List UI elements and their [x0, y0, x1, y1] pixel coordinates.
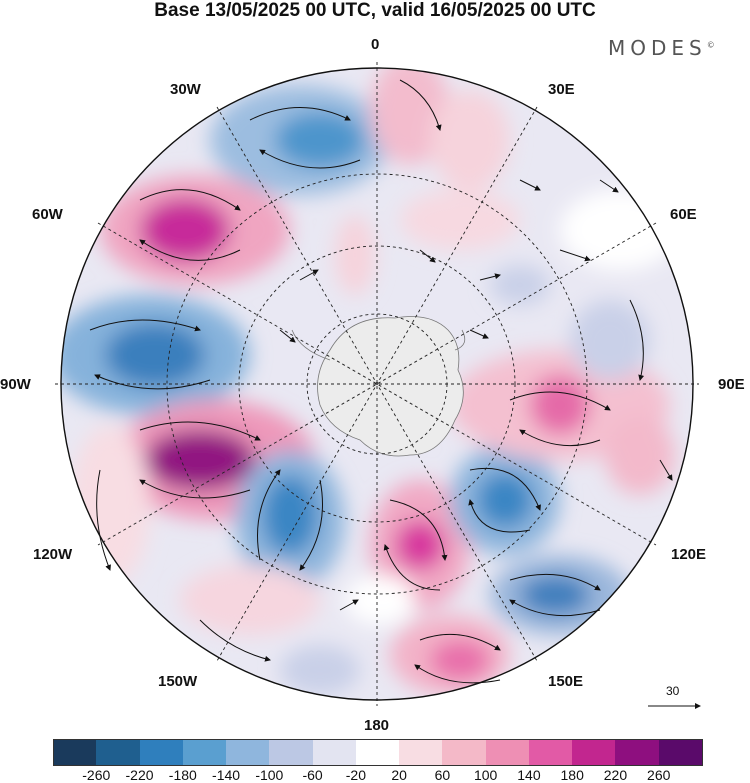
- colorbar-tick-label: 180: [560, 767, 584, 783]
- colorbar-segment: [53, 739, 98, 766]
- lon-label-120e: 120E: [671, 546, 707, 563]
- colorbar-segment: [312, 739, 357, 766]
- colorbar-segment: [182, 739, 227, 766]
- lon-label-150w: 150W: [158, 673, 198, 690]
- colorbar-tick-label: -100: [255, 767, 284, 783]
- colorbar-segment: [572, 739, 616, 766]
- wind-vectors: [89, 79, 673, 684]
- brand-name: MODES: [608, 36, 707, 60]
- colorbar-segment: [485, 739, 530, 766]
- colorbar-segment: [96, 739, 141, 766]
- colorbar-segment: [615, 739, 660, 766]
- lon-label-120w: 120W: [33, 546, 73, 563]
- colorbar-segment: [442, 739, 487, 766]
- map-title: Base 13/05/2025 00 UTC, valid 16/05/2025…: [154, 0, 596, 21]
- lon-label-60w: 60W: [32, 206, 63, 223]
- colorbar-tick-label: -140: [212, 767, 241, 783]
- map-boundary: [60, 67, 694, 701]
- lon-label-60e: 60E: [670, 206, 697, 223]
- colorbar-segment: [528, 739, 573, 766]
- lon-label-180: 180: [364, 717, 390, 734]
- brand-logo: MODES©: [608, 36, 715, 60]
- colorbar-segment: [269, 739, 314, 766]
- lon-label-150e: 150E: [548, 673, 584, 690]
- colorbar-tick-label: 260: [647, 767, 671, 783]
- colorbar-tick-label: 20: [391, 767, 407, 783]
- colorbar-tick-label: -260: [82, 767, 111, 783]
- colorbar-segment: [355, 739, 400, 766]
- colorbar-segment: [399, 739, 443, 766]
- antarctica-land: [291, 316, 466, 457]
- lon-label-30w: 30W: [170, 81, 201, 98]
- colorbar-tick-label: 60: [434, 767, 451, 783]
- colorbar-tick-label: 140: [517, 767, 541, 783]
- lon-label-90e: 90E: [718, 376, 745, 393]
- colorbar-tick-label: -20: [345, 767, 366, 783]
- colorbar-tick-label: -60: [302, 767, 323, 783]
- lon-label-90w: 90W: [0, 376, 31, 393]
- graticule: [55, 62, 699, 706]
- lon-label-0: 0: [371, 36, 380, 53]
- wind-reference-label: 30: [666, 684, 680, 698]
- lon-label-30e: 30E: [548, 81, 575, 98]
- colorbar-segment: [658, 739, 704, 766]
- colorbar-tick-label: 100: [473, 767, 498, 783]
- colorbar-segment: [226, 739, 270, 766]
- colorbar-tick-label: -220: [125, 767, 154, 783]
- brand-mark: ©: [706, 40, 715, 50]
- colorbar-tick-label: -180: [168, 767, 197, 783]
- colorbar-tick-label: 220: [603, 767, 628, 783]
- colorbar-segment: [139, 739, 184, 766]
